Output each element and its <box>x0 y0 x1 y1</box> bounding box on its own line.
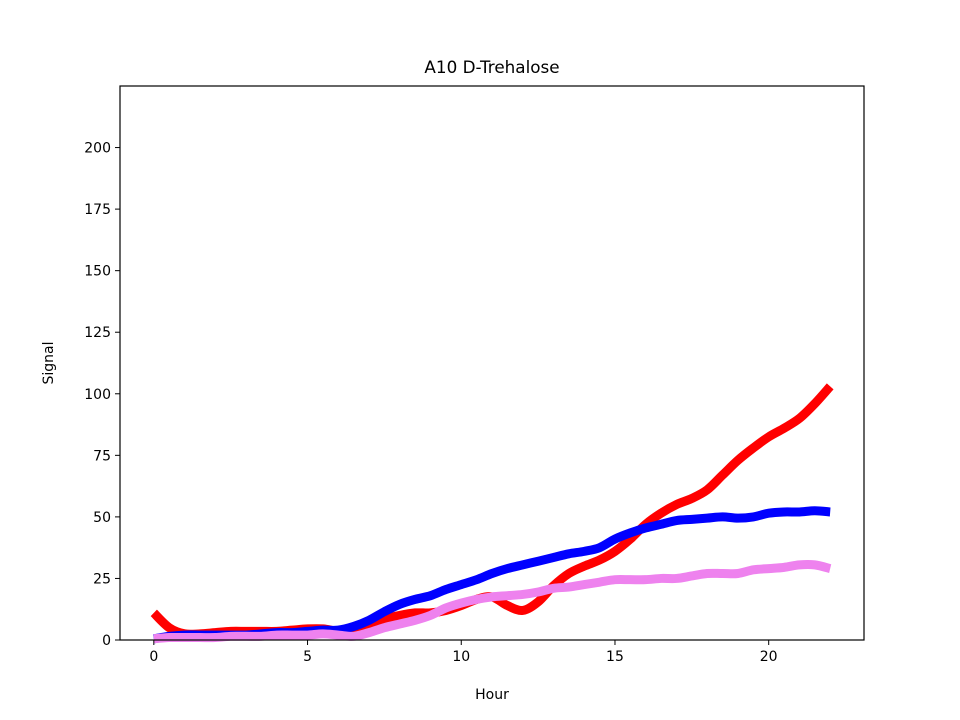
x-tick-label: 0 <box>149 649 158 665</box>
y-tick-label: 100 <box>84 387 111 403</box>
chart-title: A10 D-Trehalose <box>424 57 559 77</box>
y-tick-label: 0 <box>102 633 111 649</box>
x-tick-label: 20 <box>760 649 778 665</box>
series-line-3 <box>153 560 832 644</box>
plot-frame <box>119 85 865 641</box>
y-tick-label: 200 <box>84 141 111 157</box>
y-tick-label: 150 <box>84 264 111 280</box>
y-axis-label: Signal <box>41 341 57 384</box>
x-axis-label: Hour <box>475 687 509 703</box>
y-tick-label: 25 <box>93 571 111 587</box>
y-tick-label: 75 <box>93 448 111 464</box>
x-tick-label: 5 <box>303 649 312 665</box>
y-tick-label: 125 <box>84 325 111 341</box>
y-tick-label: 50 <box>93 510 111 526</box>
y-tick-label: 175 <box>84 202 111 218</box>
series-layer <box>150 383 834 644</box>
x-tick-label: 10 <box>452 649 470 665</box>
x-tick-label: 15 <box>606 649 624 665</box>
